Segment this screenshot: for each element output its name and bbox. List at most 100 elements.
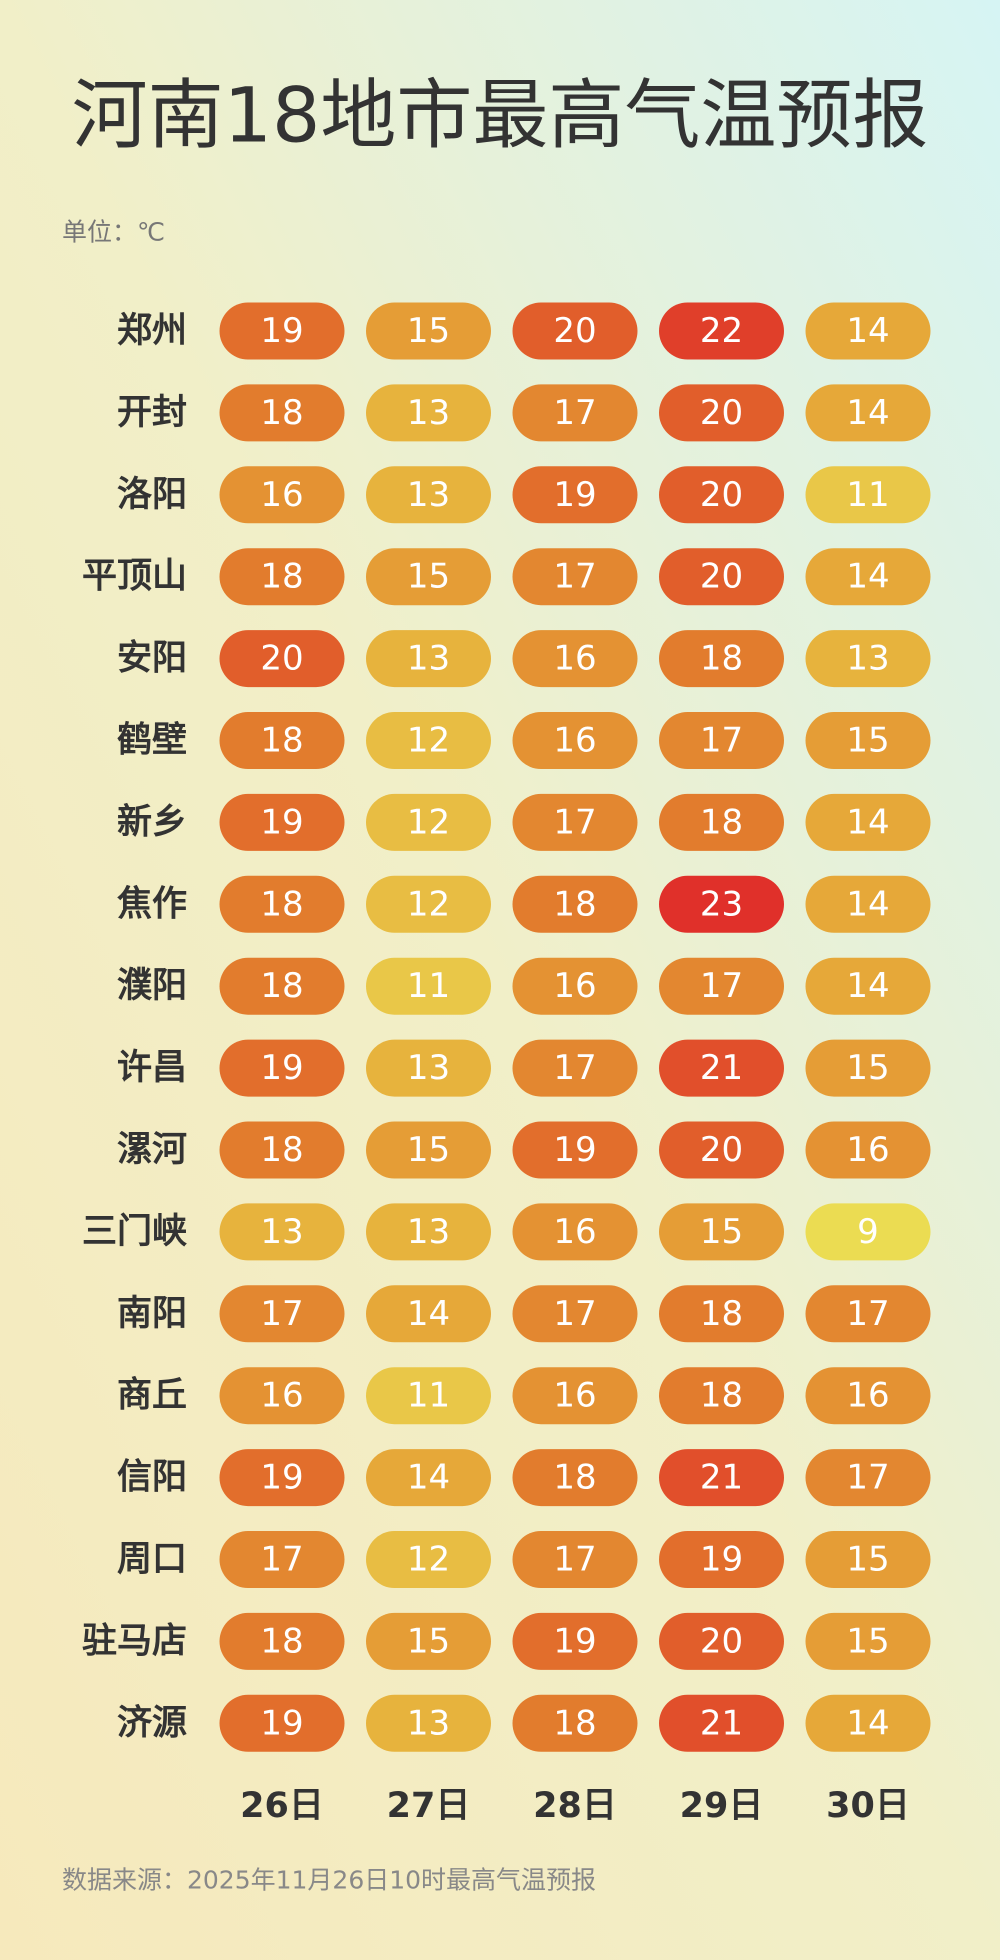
cell [512, 712, 638, 769]
cell [805, 957, 931, 1015]
cell [659, 384, 784, 442]
cell-value: 20 [700, 1621, 743, 1661]
cell [659, 1203, 784, 1261]
cell [805, 793, 931, 851]
cell [366, 302, 491, 360]
cell-value: 14 [407, 1458, 450, 1498]
cell [219, 1612, 345, 1670]
row-label: 焦作 [117, 884, 187, 924]
cell [805, 466, 931, 524]
cell [512, 1449, 638, 1507]
cell-value: 20 [260, 639, 303, 679]
cell [659, 302, 784, 360]
cell-value: 19 [553, 1130, 596, 1170]
cell-value: 16 [553, 1212, 596, 1252]
cell [512, 302, 638, 360]
cell [805, 1531, 931, 1588]
cell [805, 384, 931, 442]
cell [219, 712, 345, 769]
cell [805, 712, 931, 769]
cell-value: 18 [700, 1376, 743, 1416]
cell-value: 20 [700, 475, 743, 515]
cell-value: 16 [846, 1376, 889, 1416]
source-note: 数据来源：2025年11月26日10时最高气温预报 [62, 1866, 596, 1895]
cell-value: 16 [553, 721, 596, 761]
cell [659, 1285, 784, 1343]
cell-value: 21 [700, 1048, 743, 1088]
row-label: 信阳 [117, 1458, 187, 1498]
cell-value: 14 [846, 802, 889, 842]
cell [219, 302, 345, 360]
cell-value: 14 [846, 311, 889, 351]
cell-value: 18 [260, 884, 303, 924]
cell [659, 1039, 784, 1097]
cell [366, 548, 491, 606]
cell-value: 16 [846, 1130, 889, 1170]
cell [366, 384, 491, 442]
row-label: 安阳 [117, 639, 187, 679]
cell-value: 15 [846, 1048, 889, 1088]
cell [366, 1285, 491, 1343]
cell-value: 12 [407, 721, 450, 761]
cell-value: 16 [553, 639, 596, 679]
cell [219, 1367, 345, 1425]
cell-value: 16 [553, 1376, 596, 1416]
cell-value: 16 [260, 1376, 303, 1416]
row-label: 濮阳 [117, 966, 187, 1006]
cell-value: 17 [553, 393, 596, 433]
cell [512, 875, 638, 933]
cell [659, 1612, 784, 1670]
cell [805, 548, 931, 606]
cell-value: 12 [407, 884, 450, 924]
cell-value: 15 [700, 1212, 743, 1252]
cell-value: 19 [260, 802, 303, 842]
cell-value: 13 [407, 393, 450, 433]
cell-value: 17 [700, 966, 743, 1006]
cell-value: 19 [260, 1458, 303, 1498]
cell-value: 9 [857, 1212, 879, 1252]
cell-value: 18 [260, 1621, 303, 1661]
cell-value: 21 [700, 1703, 743, 1743]
cell-value: 19 [700, 1540, 743, 1580]
cell-value: 17 [553, 557, 596, 597]
cell [512, 1039, 638, 1097]
cell [219, 384, 345, 442]
cell [219, 1694, 345, 1752]
cell-value: 19 [553, 1621, 596, 1661]
cell-value: 11 [407, 1376, 450, 1416]
cell-value: 13 [407, 1048, 450, 1088]
row-label: 驻马店 [82, 1621, 187, 1661]
cell [366, 1039, 491, 1097]
cell-value: 12 [407, 1540, 450, 1580]
cell-value: 11 [407, 966, 450, 1006]
cell-value: 18 [260, 1130, 303, 1170]
cell-value: 18 [553, 1458, 596, 1498]
cell [219, 1449, 345, 1507]
cell-value: 13 [407, 1212, 450, 1252]
row-label: 洛阳 [117, 475, 187, 515]
cell [512, 1694, 638, 1752]
cell-value: 19 [260, 1048, 303, 1088]
row-label: 平顶山 [82, 557, 187, 597]
cell [219, 1531, 345, 1588]
cell-value: 17 [553, 1294, 596, 1334]
cell-value: 14 [846, 393, 889, 433]
cell-value: 17 [260, 1540, 303, 1580]
cell [366, 1531, 491, 1588]
cell-value: 18 [260, 393, 303, 433]
cell-value: 17 [553, 1048, 596, 1088]
cell [659, 957, 784, 1015]
cell [219, 548, 345, 606]
cell-value: 18 [260, 721, 303, 761]
column-label: 30日 [826, 1786, 910, 1826]
cell-value: 13 [407, 1703, 450, 1743]
column-label: 26日 [240, 1786, 324, 1826]
cell [512, 1612, 638, 1670]
cell [366, 1612, 491, 1670]
cell-value: 15 [846, 1621, 889, 1661]
cell-value: 18 [260, 557, 303, 597]
cell-value: 18 [553, 884, 596, 924]
row-label: 开封 [117, 393, 187, 433]
cell [659, 1367, 784, 1425]
